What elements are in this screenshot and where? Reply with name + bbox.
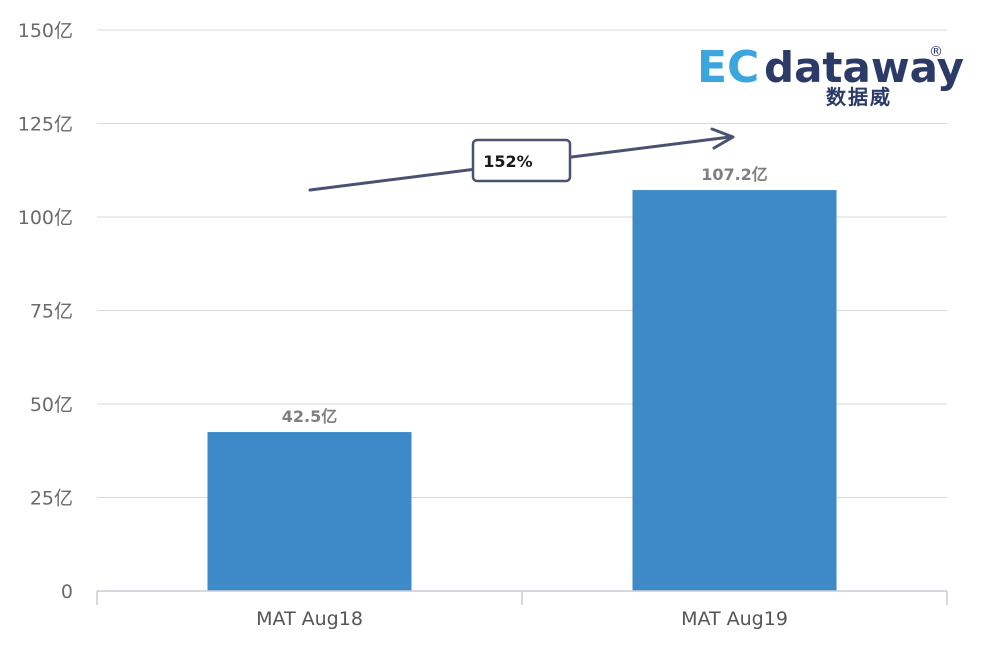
growth-label: 152% (483, 152, 532, 171)
logo-registered: ® (929, 44, 943, 60)
y-tick-label: 25亿 (30, 488, 73, 510)
logo-wordmark: dataway (764, 43, 964, 92)
data-labels: 42.5亿 107.2亿 (282, 165, 768, 426)
y-tick-label: 75亿 (30, 301, 73, 323)
y-tick-label: 100亿 (18, 207, 73, 229)
y-tick-label: 125亿 (18, 114, 73, 136)
logo: EC dataway ® 数据威 (697, 42, 964, 109)
logo-ec: EC (697, 42, 759, 93)
growth-label-box (471, 138, 572, 183)
growth-arrowhead (710, 127, 735, 150)
x-category-label: MAT Aug18 (256, 608, 363, 630)
y-axis-ticks: 0 25亿 50亿 75亿 100亿 125亿 150亿 (18, 20, 73, 603)
y-tick-label: 0 (61, 581, 73, 603)
y-tick-label: 150亿 (18, 20, 73, 42)
data-label: 107.2亿 (701, 165, 768, 184)
bar (207, 432, 412, 591)
bars (207, 190, 837, 591)
x-category-label: MAT Aug19 (681, 608, 788, 630)
y-tick-label: 50亿 (30, 394, 73, 416)
data-label: 42.5亿 (282, 407, 337, 426)
logo-chinese: 数据威 (826, 85, 892, 109)
x-axis: MAT Aug18 MAT Aug19 (96, 590, 948, 630)
growth-annotation: 152% (308, 127, 735, 192)
bar (632, 190, 837, 591)
